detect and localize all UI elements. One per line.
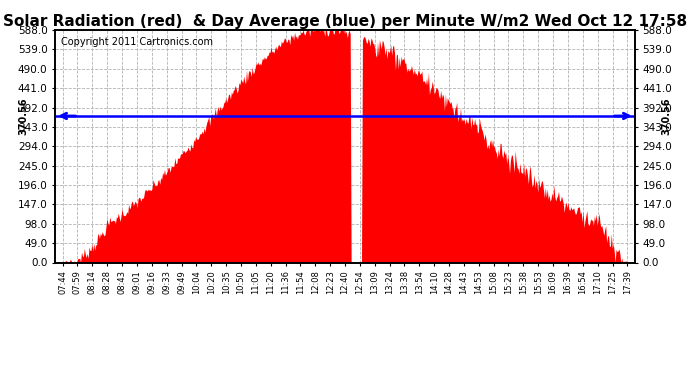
Text: Copyright 2011 Cartronics.com: Copyright 2011 Cartronics.com [61, 37, 213, 47]
Text: 370.56: 370.56 [662, 97, 671, 135]
Text: 370.56: 370.56 [19, 97, 28, 135]
Title: Solar Radiation (red)  & Day Average (blue) per Minute W/m2 Wed Oct 12 17:58: Solar Radiation (red) & Day Average (blu… [3, 14, 687, 29]
